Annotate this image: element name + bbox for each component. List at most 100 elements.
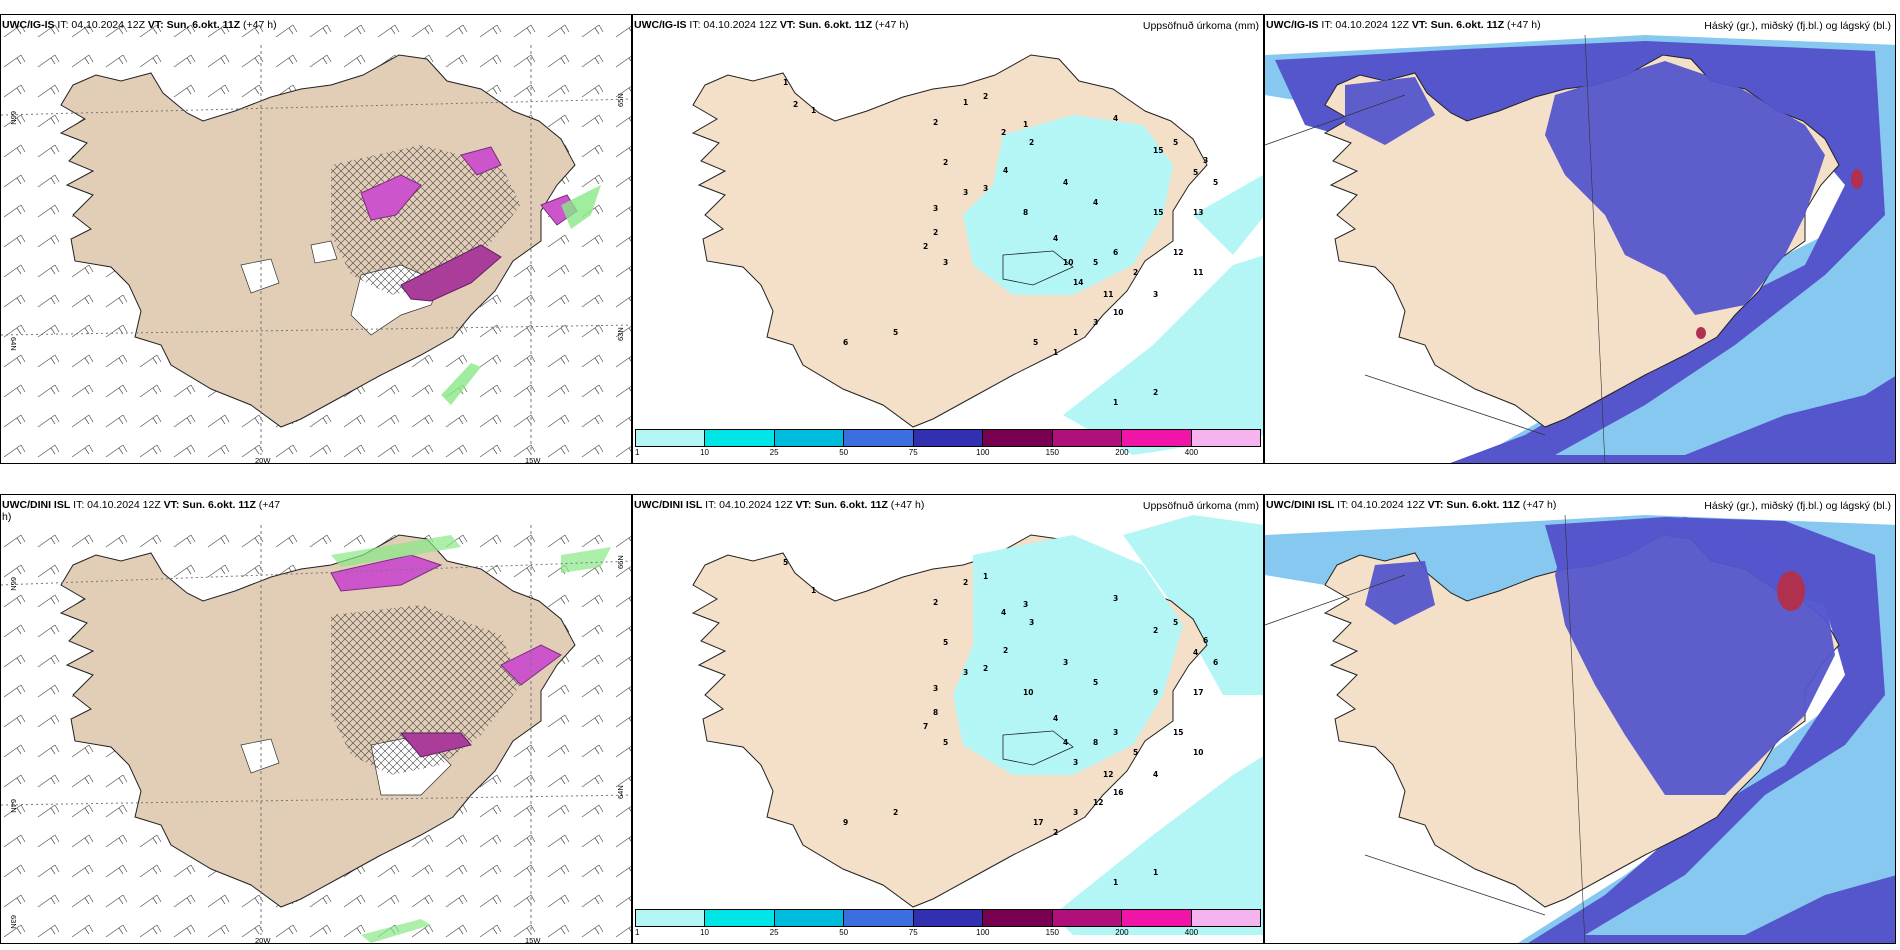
colorbar-label: 1 xyxy=(635,928,640,937)
precip-value-label: 2 xyxy=(933,118,938,127)
colorbar-label: 50 xyxy=(839,448,849,457)
precip-value-label: 10 xyxy=(1113,308,1123,317)
precip-value-label: 2 xyxy=(1133,268,1138,277)
colorbar-swatch xyxy=(983,910,1053,926)
lat-label: 64N xyxy=(9,337,18,351)
cloud-low xyxy=(1265,35,1895,463)
precip-value-label: 3 xyxy=(1073,758,1078,767)
precip-value-label: 1 xyxy=(1113,878,1118,887)
colorbar-swatch xyxy=(844,430,914,446)
precip-value-label: 4 xyxy=(1053,234,1058,243)
lat-label: 63N xyxy=(616,327,625,341)
precip-value-label: 4 xyxy=(1053,714,1058,723)
precip-value-label: 3 xyxy=(1203,156,1208,165)
precip-value-label: 2 xyxy=(983,92,988,101)
precip-value-label: 2 xyxy=(943,158,948,167)
precip-value-label: 3 xyxy=(943,258,948,267)
glacier-outline xyxy=(1002,730,1074,766)
lat-label: 66N xyxy=(9,111,18,125)
precip-value-label: 15 xyxy=(1173,728,1183,737)
panel-subtitle: Háský (gr.), miðský (fj.bl.) og lágský (… xyxy=(1704,500,1891,512)
colorbar-label: 100 xyxy=(976,928,990,937)
precip-value-label: 6 xyxy=(1203,636,1208,645)
precip-value-label: 1 xyxy=(1113,398,1118,407)
precip-sea-band xyxy=(1123,515,1263,695)
glacier-outline xyxy=(1002,250,1074,286)
colorbar-swatch xyxy=(983,430,1053,446)
colorbar-swatch xyxy=(1191,910,1260,926)
colorbar-swatch xyxy=(774,430,845,446)
panel-subtitle: Uppsöfnuð úrkoma (mm) xyxy=(1142,500,1259,512)
colorbar-label: 75 xyxy=(908,448,918,457)
green-band xyxy=(561,185,601,229)
colorbar-label: 25 xyxy=(769,448,779,457)
precip-value-label: 5 xyxy=(943,738,948,747)
precip-value-label: 4 xyxy=(1001,608,1006,617)
precip-value-label: 2 xyxy=(1029,138,1034,147)
precip-value-label: 12 xyxy=(1093,798,1103,807)
green-band xyxy=(331,535,461,567)
panel-ig-cloud: UWC/IG-IS IT: 04.10.2024 12Z VT: Sun. 6.… xyxy=(1264,14,1896,464)
precip-value-label: 10 xyxy=(1193,748,1203,757)
precip-value-label: 6 xyxy=(1213,658,1218,667)
precip-value-label: 15 xyxy=(1153,208,1163,217)
colorbar-label: 1 xyxy=(635,448,640,457)
panel-title: UWC/IG-IS IT: 04.10.2024 12Z VT: Sun. 6.… xyxy=(1266,19,1541,31)
colorbar-swatch xyxy=(913,910,984,926)
lon-label: 20W xyxy=(255,936,271,944)
colorbar-label: 25 xyxy=(769,928,779,937)
magenta-band xyxy=(400,244,502,302)
precip-value-label: 2 xyxy=(793,100,798,109)
colorbar-swatch xyxy=(844,910,914,926)
high-cloud xyxy=(1777,571,1805,611)
precip-value-label: 11 xyxy=(1193,268,1203,277)
precip-value-label: 7 xyxy=(923,722,928,731)
colorbar-swatch xyxy=(774,910,845,926)
precip-value-label: 5 xyxy=(893,328,898,337)
high-cloud xyxy=(1696,327,1706,339)
colorbar-swatch xyxy=(636,430,706,446)
precip-value-label: 16 xyxy=(1113,788,1123,797)
precip-value-label: 1 xyxy=(1053,348,1058,357)
precip-value-label: 3 xyxy=(963,188,968,197)
colorbar-swatch xyxy=(705,430,775,446)
precip-value-label: 8 xyxy=(1023,208,1028,217)
precip-value-label: 11 xyxy=(1103,290,1113,299)
precip-area xyxy=(963,115,1173,295)
precip-value-label: 1 xyxy=(811,586,816,595)
panel-title: UWC/DINI ISL IT: 04.10.2024 12Z VT: Sun.… xyxy=(634,499,925,511)
precip-value-label: 17 xyxy=(1193,688,1203,697)
panel-ig-wind: UWC/IG-IS IT: 04.10.2024 12Z VT: Sun. 6.… xyxy=(0,14,632,464)
precip-area xyxy=(953,535,1183,775)
precip-value-label: 1 xyxy=(983,572,988,581)
colorbar-swatch xyxy=(913,430,984,446)
precip-value-label: 1 xyxy=(783,78,788,87)
precip-value-label: 3 xyxy=(1093,318,1098,327)
magenta-band xyxy=(460,146,502,176)
precip-value-label: 4 xyxy=(1063,178,1068,187)
colorbar-label: 75 xyxy=(908,928,918,937)
precip-value-label: 8 xyxy=(933,708,938,717)
colorbar-label: 50 xyxy=(839,928,849,937)
precip-value-label: 1 xyxy=(811,106,816,115)
precip-value-label: 4 xyxy=(1093,198,1098,207)
colorbar-swatch xyxy=(636,910,706,926)
lon-label: 20W xyxy=(255,456,271,464)
colorbar-swatch xyxy=(1191,430,1260,446)
precip-value-label: 2 xyxy=(1153,388,1158,397)
colorbar-swatch xyxy=(1122,910,1192,926)
colorbar-swatch xyxy=(1052,430,1123,446)
precip-value-label: 4 xyxy=(1003,166,1008,175)
lon-label: 15W xyxy=(525,456,541,464)
precip-value-label: 4 xyxy=(1113,114,1118,123)
precip-value-label: 3 xyxy=(1023,600,1028,609)
precip-value-label: 3 xyxy=(1073,808,1078,817)
colorbar-label: 200 xyxy=(1115,928,1129,937)
precip-value-label: 12 xyxy=(1173,248,1183,257)
precip-value-label: 2 xyxy=(893,808,898,817)
colorbar-label: 10 xyxy=(700,448,709,457)
lat-label: 64N xyxy=(9,799,18,813)
precip-value-label: 3 xyxy=(963,668,968,677)
lat-label: 63N xyxy=(9,915,18,929)
